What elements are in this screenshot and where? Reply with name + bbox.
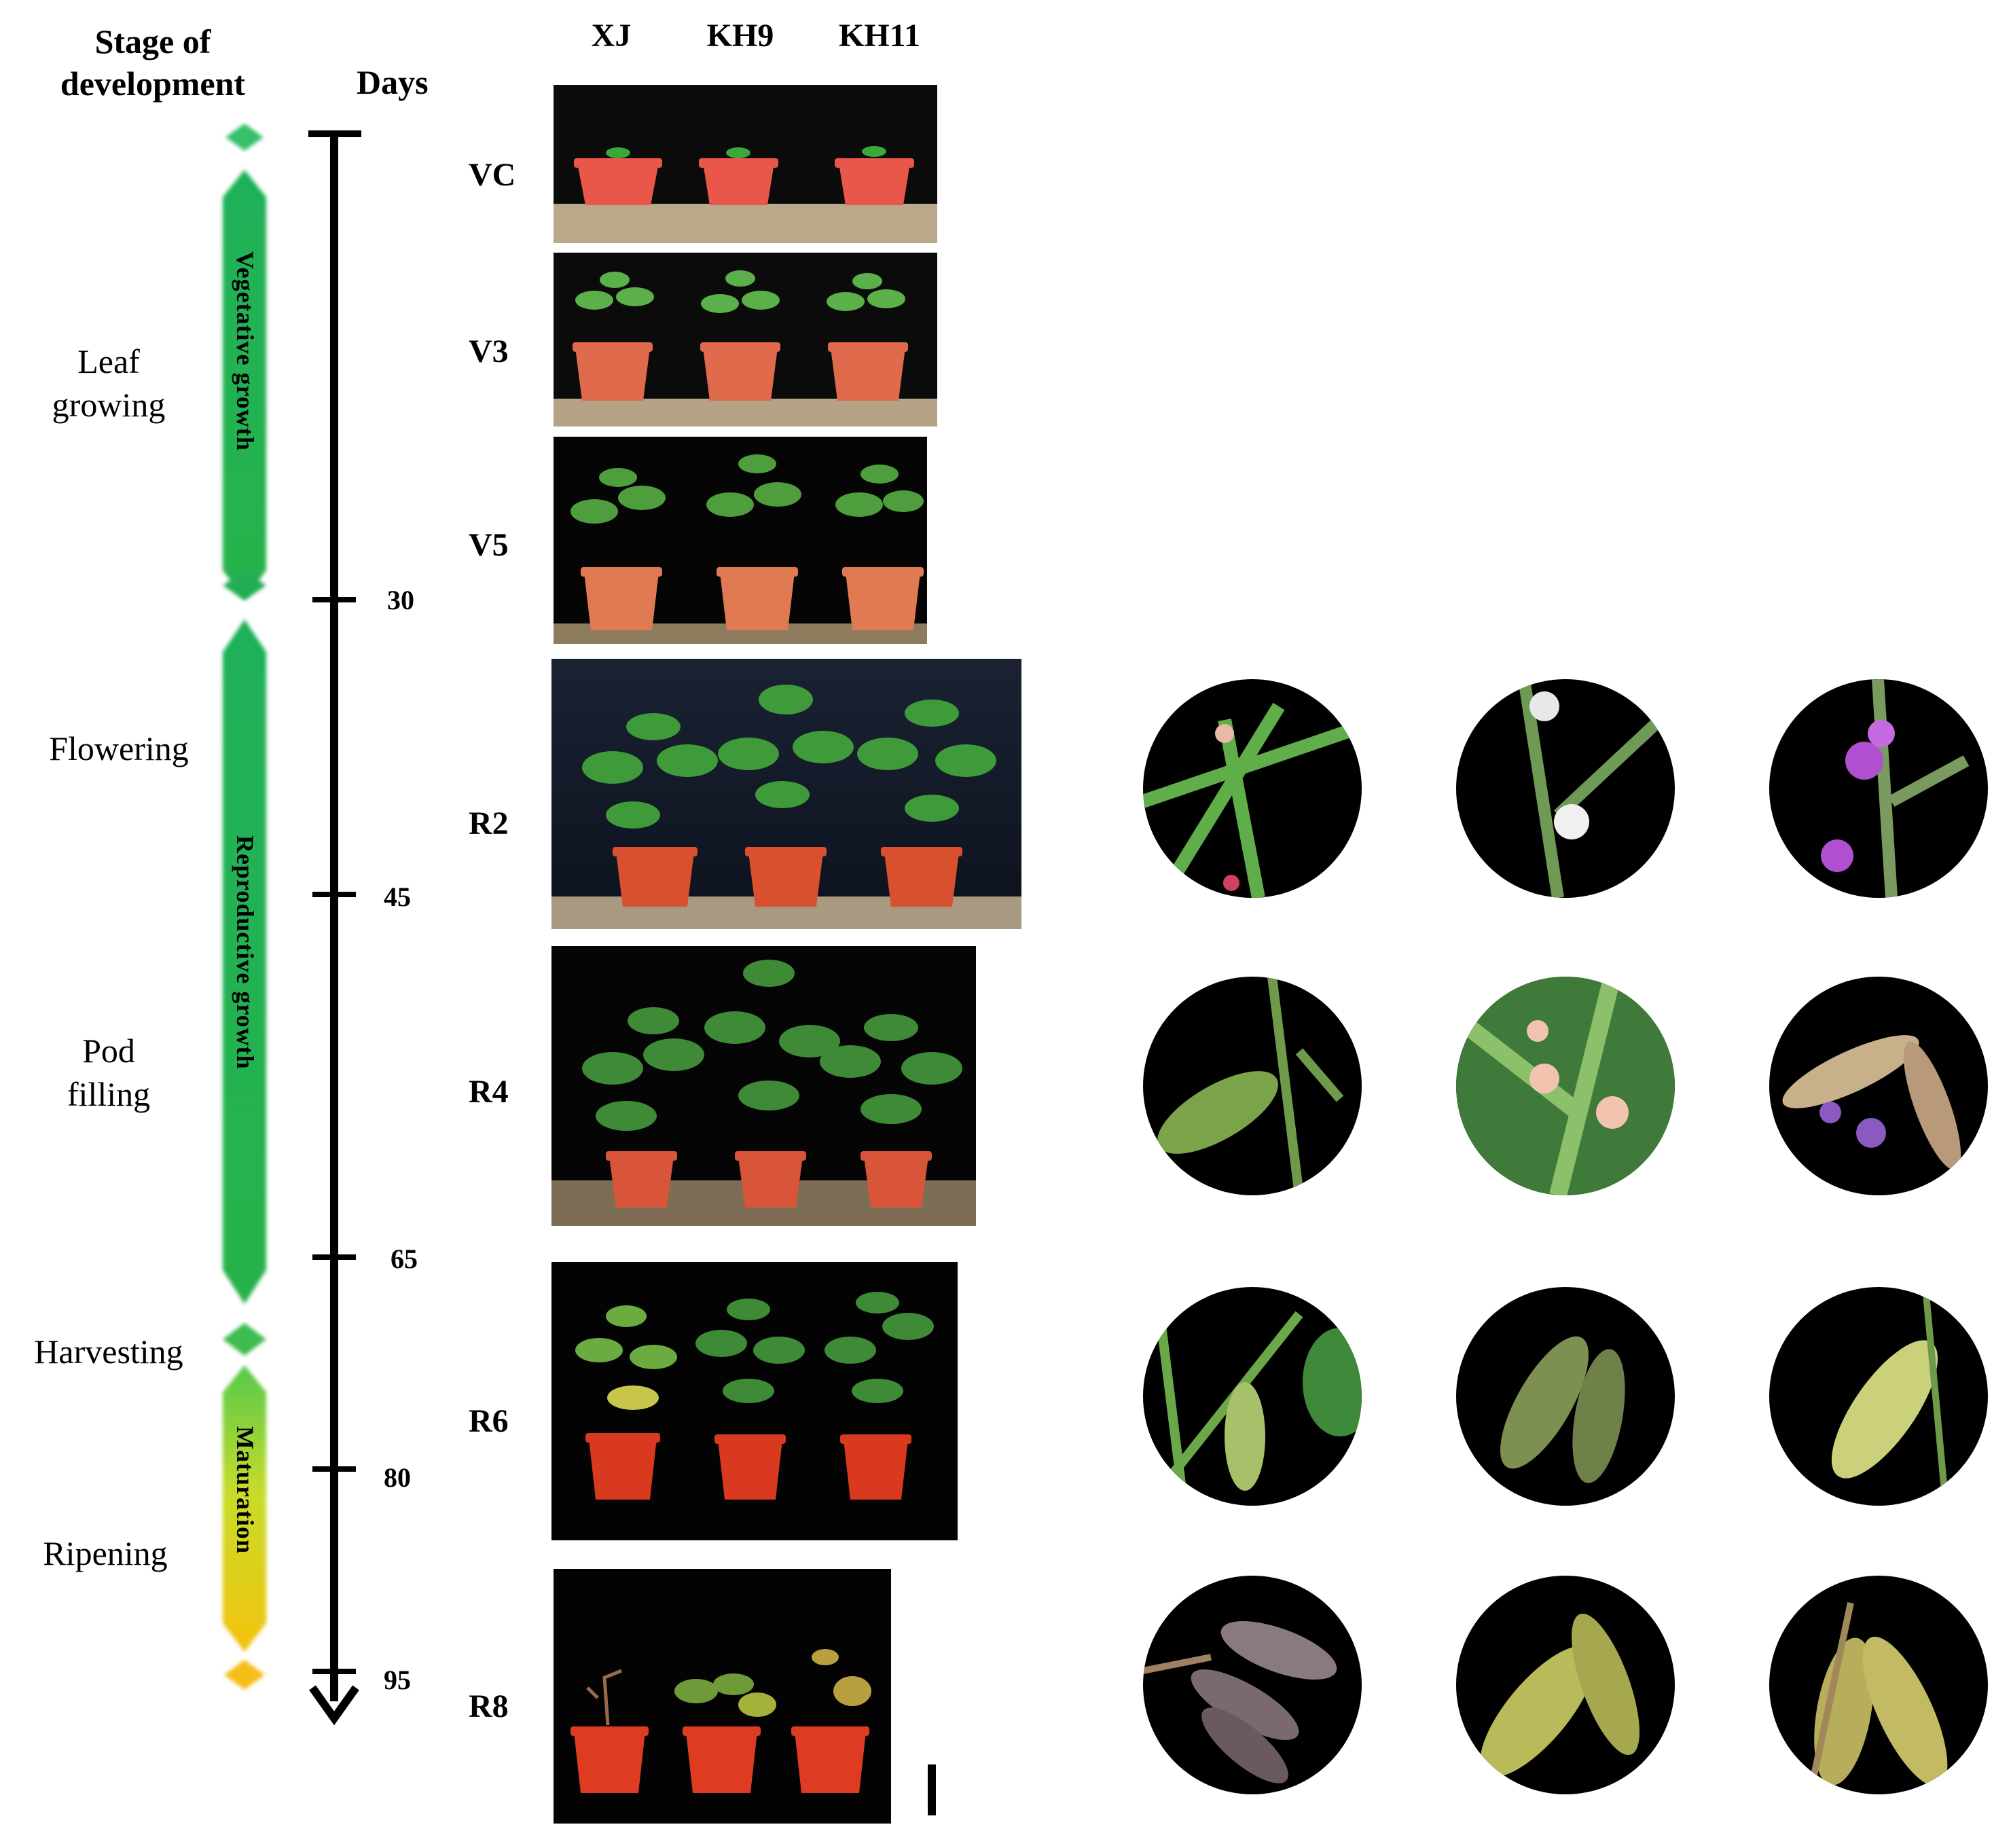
diamond-end xyxy=(224,1660,265,1690)
label-maturation: Maturation xyxy=(232,1426,259,1554)
code-v5: V5 xyxy=(469,527,509,563)
day-95: 95 xyxy=(384,1665,411,1695)
label-reproductive-growth: Reproductive growth xyxy=(232,835,259,1070)
code-vc: VC xyxy=(469,157,516,193)
day-80: 80 xyxy=(384,1462,411,1493)
closeup-r8-kh9 xyxy=(1456,1576,1675,1794)
stage-pod-line2: filling xyxy=(67,1075,151,1113)
code-r8: R8 xyxy=(469,1688,509,1724)
cultivar-header-kh11: KH11 xyxy=(838,18,921,54)
closeup-r2-kh11 xyxy=(1769,679,1988,898)
code-r2: R2 xyxy=(469,805,509,841)
diamond-start xyxy=(225,124,264,151)
stage-leaf-line1: Leaf xyxy=(77,342,140,380)
stage-of-development-title: Stage of development xyxy=(27,20,278,105)
days-title: Days xyxy=(357,63,429,101)
bar-maturation xyxy=(223,1365,266,1652)
photo-r4 xyxy=(551,946,976,1226)
cultivar-header-kh9: KH9 xyxy=(706,18,774,54)
stage-ripening: Ripening xyxy=(43,1534,168,1572)
code-r6: R6 xyxy=(469,1403,509,1439)
stage-title-line1: Stage of xyxy=(94,22,211,60)
stage-pod-filling: Pod filling xyxy=(27,1029,190,1116)
diamond-30 xyxy=(223,570,266,600)
photo-r2 xyxy=(551,659,1021,929)
bar-vegetative xyxy=(223,170,266,599)
closeup-r8-kh11 xyxy=(1769,1576,1988,1794)
closeup-r6-xj xyxy=(1143,1287,1362,1506)
growth-phase-bars xyxy=(223,124,266,1690)
stage-title-line2: development xyxy=(60,65,246,103)
stage-harvesting: Harvesting xyxy=(34,1333,183,1371)
closeup-r8-xj xyxy=(1143,1576,1362,1794)
closeup-r6-kh9 xyxy=(1456,1287,1675,1506)
closeup-r2-kh9 xyxy=(1456,679,1675,898)
stage-leaf-growing: Leaf growing xyxy=(27,340,190,427)
photo-r8 xyxy=(554,1569,891,1824)
cultivar-header-xj: XJ xyxy=(591,18,632,54)
day-65: 65 xyxy=(391,1244,418,1274)
photo-vc xyxy=(554,85,937,243)
stage-pod-line1: Pod xyxy=(82,1032,135,1070)
bar-reproductive xyxy=(223,619,266,1304)
closeup-r4-kh11 xyxy=(1769,977,1988,1195)
closeup-r4-xj xyxy=(1143,977,1362,1195)
scale-bar xyxy=(928,1764,936,1815)
day-45: 45 xyxy=(384,882,411,912)
code-v3: V3 xyxy=(469,333,509,369)
days-timeline xyxy=(308,130,361,1726)
diamond-harvest xyxy=(223,1323,266,1356)
closeup-r2-xj xyxy=(1143,679,1362,898)
stage-flowering: Flowering xyxy=(49,729,189,767)
closeup-r4-kh9 xyxy=(1456,977,1675,1195)
photo-r6 xyxy=(551,1262,958,1540)
arrow-head xyxy=(309,1685,359,1726)
day-30: 30 xyxy=(387,585,414,615)
stage-leaf-line2: growing xyxy=(52,386,166,424)
photo-v3 xyxy=(554,253,937,427)
code-r4: R4 xyxy=(469,1074,509,1110)
closeup-r6-kh11 xyxy=(1769,1287,1988,1506)
photo-v5 xyxy=(554,437,927,644)
label-vegetative-growth: Vegetative growth xyxy=(232,251,259,451)
